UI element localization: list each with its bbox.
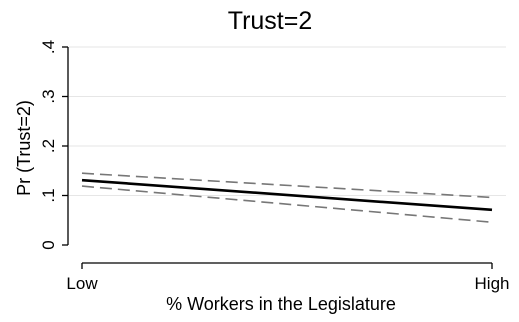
axes [67,47,492,264]
x-axis-label: % Workers in the Legislature [166,294,396,314]
y-axis-label: Pr (Trust=2) [14,100,34,196]
series-line-upper-ci [81,172,493,199]
series-line-estimate [81,178,493,212]
chart-title: Trust=2 [228,7,313,35]
series-line-lower-ci [81,185,493,224]
y-tick-label-3: .3 [39,89,58,103]
ticks: 0 .1 .2 .3 .4 Low High [39,40,509,293]
y-tick-label-1: .1 [39,188,58,202]
x-tick-label-1: High [475,274,510,293]
plot-area [81,172,493,224]
y-tick-label-0: 0 [39,240,58,249]
y-tick-label-2: .2 [39,139,58,153]
x-tick-label-0: Low [66,274,98,293]
y-tick-label-4: .4 [39,40,58,54]
grid [69,46,506,196]
